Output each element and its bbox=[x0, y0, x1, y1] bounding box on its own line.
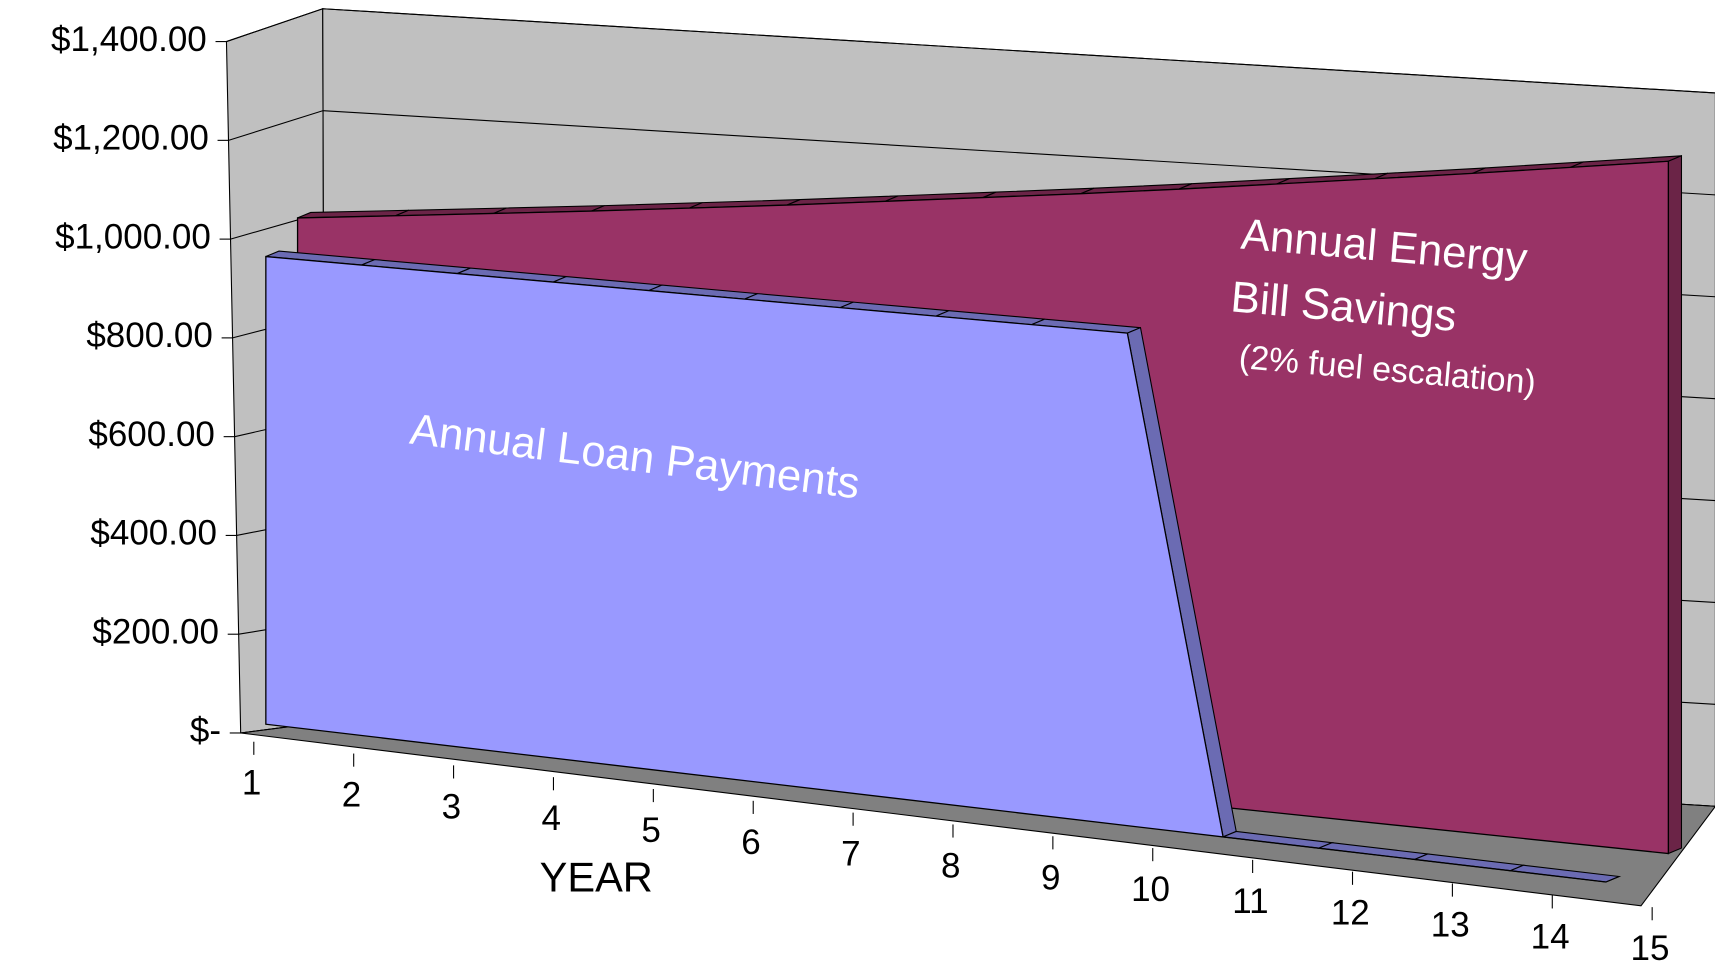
x-tick-label: 8 bbox=[941, 846, 960, 885]
x-tick-label: 3 bbox=[442, 787, 461, 826]
x-tick-label: 9 bbox=[1041, 858, 1060, 897]
y-tick-label: $400.00 bbox=[90, 514, 217, 553]
area bbox=[265, 255, 1607, 883]
y-tick-label: $1,400.00 bbox=[51, 20, 207, 59]
x-tick-label: 10 bbox=[1131, 870, 1170, 909]
x-tick-label: 7 bbox=[841, 835, 860, 874]
grid-line bbox=[226, 8, 1715, 94]
y-tick-label: $200.00 bbox=[92, 612, 219, 651]
y-tick-label: $1,000.00 bbox=[55, 217, 211, 256]
x-axis-label: YEAR bbox=[540, 854, 653, 901]
x-tick-label: 11 bbox=[1232, 882, 1268, 921]
area-side bbox=[1667, 154, 1683, 855]
x-tick-label: 14 bbox=[1531, 917, 1570, 956]
x-tick-label: 1 bbox=[242, 764, 261, 803]
series: Annual Energy Bill SavingsAnnual Loan Pa… bbox=[265, 154, 1683, 883]
x-tick-label: 6 bbox=[741, 823, 760, 862]
x-tick-label: 13 bbox=[1431, 906, 1470, 945]
area-side bbox=[1605, 876, 1620, 883]
labels: $- $200.00 $400.00 $600.00 $800.00 $1,000.00 $… bbox=[51, 20, 1669, 968]
x-tick-label: 12 bbox=[1331, 894, 1370, 933]
y-tick-label: $800.00 bbox=[86, 316, 213, 355]
x-tick-label: 5 bbox=[641, 811, 660, 850]
y-tick-label: $- bbox=[190, 711, 221, 750]
y-tick-label: $1,200.00 bbox=[53, 119, 209, 158]
grid-line bbox=[228, 110, 1715, 196]
plot: Annual Energy Bill SavingsAnnual Loan Pa… bbox=[51, 7, 1715, 968]
y-tick-label: $600.00 bbox=[88, 415, 215, 454]
x-tick-label: 2 bbox=[342, 776, 361, 815]
x-tick-label: 4 bbox=[542, 799, 561, 838]
x-tick-label: 15 bbox=[1631, 929, 1670, 968]
